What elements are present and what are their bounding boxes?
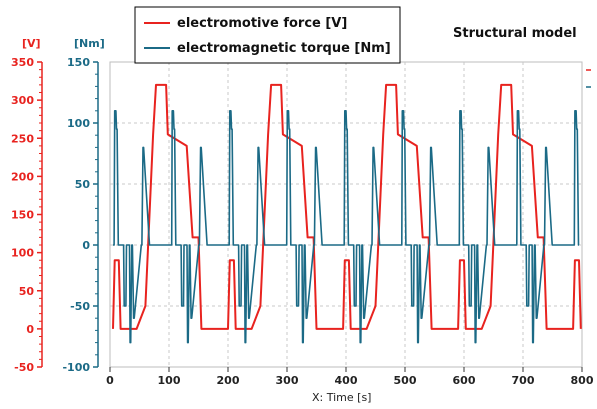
x-tick-label: 0 <box>106 374 114 387</box>
legend-label-emf: electromotive force [V] <box>177 16 347 31</box>
series-layer <box>112 83 582 344</box>
x-tick-label: 500 <box>394 374 417 387</box>
nm-axis-tick-label: -50 <box>70 300 90 313</box>
nm-axis-tick-label: -100 <box>62 361 90 374</box>
x-tick-label: 300 <box>276 374 299 387</box>
v-axis-tick-label: 250 <box>11 132 34 145</box>
v-axis-tick-label: 100 <box>11 247 34 260</box>
axes-layer: 0 100 200 300 400 500 600 700 800[V]-50050100150… <box>11 37 594 387</box>
x-tick-label: 600 <box>453 374 476 387</box>
v-axis-unit: [V] <box>22 37 41 50</box>
x-tick-label: 700 <box>512 374 535 387</box>
chart-title: Structural model <box>453 26 577 41</box>
x-tick-label: 200 <box>217 374 240 387</box>
nm-axis-tick-label: 150 <box>67 56 90 69</box>
v-axis-tick-label: 300 <box>11 94 34 107</box>
nm-axis-tick-label: 0 <box>82 239 90 252</box>
legend-box <box>134 6 401 64</box>
v-axis-tick-label: 50 <box>19 285 35 298</box>
v-axis-tick-label: 350 <box>11 56 34 69</box>
x-tick-label: 400 <box>335 374 358 387</box>
x-axis-label: X: Time [s] <box>312 391 371 404</box>
x-tick-label: 100 <box>158 374 181 387</box>
legend[interactable]: electromotive force [V] electromagnetic … <box>134 6 401 64</box>
v-axis-tick-label: -50 <box>14 361 34 374</box>
v-axis-tick-label: 0 <box>26 323 34 336</box>
nm-axis-tick-label: 100 <box>67 117 90 130</box>
x-tick-label: 800 <box>571 374 594 387</box>
series-line-emf <box>112 83 582 330</box>
v-axis-tick-label: 150 <box>11 209 34 222</box>
nm-axis-tick-label: 50 <box>75 178 91 191</box>
legend-label-torque: electromagnetic torque [Nm] <box>177 41 391 56</box>
series-line-torque <box>113 110 580 344</box>
v-axis-tick-label: 200 <box>11 170 34 183</box>
nm-axis-unit: [Nm] <box>74 37 105 50</box>
